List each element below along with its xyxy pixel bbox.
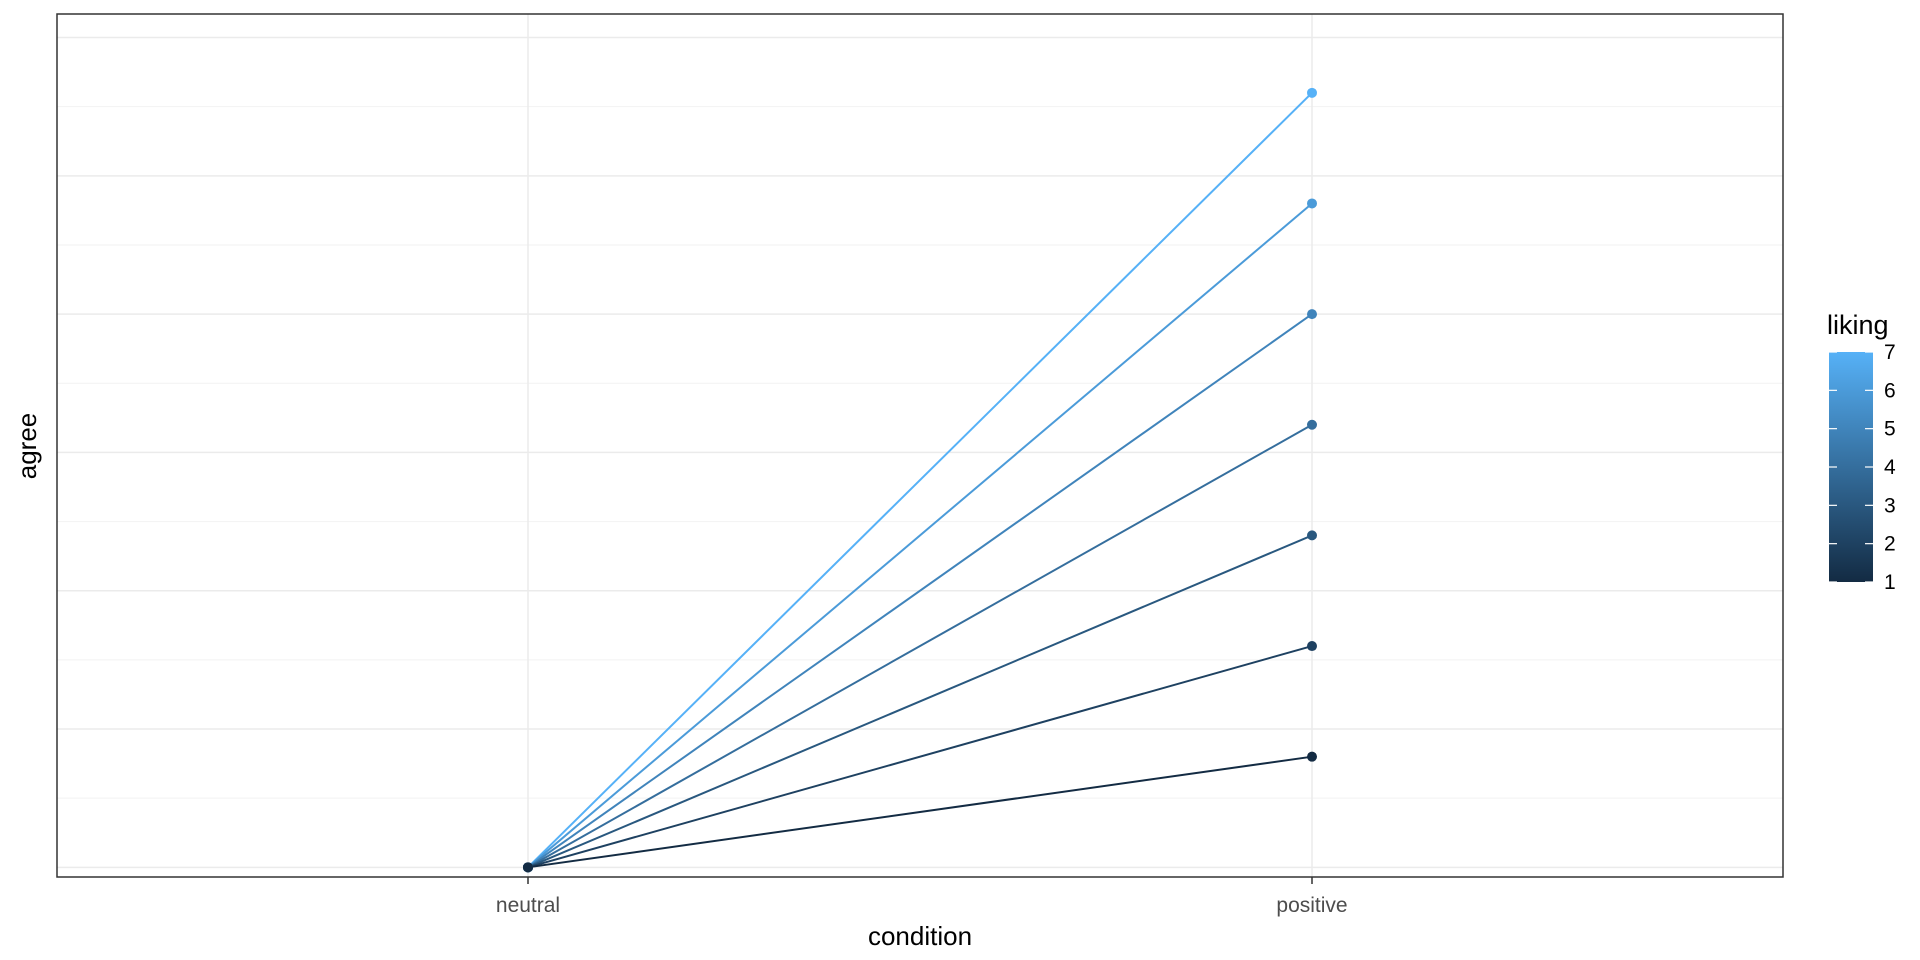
x-tick-label-neutral: neutral: [496, 894, 560, 917]
x-tick-label-positive: positive: [1276, 894, 1347, 917]
series-line-liking-4: [527, 423, 1313, 869]
series-points: [523, 87, 1317, 873]
legend-ticks: 1 2 3 4 5 6 7: [1829, 341, 1896, 594]
data-point-liking-1-positive: [1307, 751, 1317, 762]
data-point-liking-6-positive: [1307, 198, 1317, 209]
grid: [57, 14, 1783, 877]
series-line-liking-7: [527, 92, 1313, 869]
legend-label-6: 6: [1884, 379, 1896, 402]
legend-label-5: 5: [1884, 418, 1896, 441]
legend-label-7: 7: [1884, 341, 1896, 364]
x-axis: neutral positive: [496, 877, 1348, 917]
data-point-liking-7-positive: [1307, 87, 1317, 98]
x-axis-title: condition: [868, 921, 972, 951]
data-point-liking-1-neutral: [523, 862, 533, 873]
legend-label-3: 3: [1884, 494, 1896, 517]
series-lines: [527, 92, 1313, 869]
data-point-liking-5-positive: [1307, 309, 1317, 320]
series-line-liking-3: [527, 534, 1313, 869]
legend-label-1: 1: [1884, 571, 1896, 594]
series-line-liking-2: [527, 645, 1313, 869]
legend: liking 1 2 3 4 5 6 7: [1827, 310, 1896, 594]
legend-label-4: 4: [1884, 456, 1896, 479]
legend-label-2: 2: [1884, 533, 1896, 556]
series-line-liking-1: [527, 755, 1313, 869]
plot-panel-border: [56, 13, 1784, 878]
series-line-liking-6: [527, 202, 1313, 869]
legend-title: liking: [1827, 310, 1889, 340]
data-point-liking-3-positive: [1307, 530, 1317, 541]
plot-background: [57, 14, 1783, 877]
y-axis-title: agree: [12, 413, 42, 480]
data-point-liking-4-positive: [1307, 419, 1317, 430]
data-point-liking-2-positive: [1307, 641, 1317, 652]
series-line-liking-5: [527, 313, 1313, 869]
